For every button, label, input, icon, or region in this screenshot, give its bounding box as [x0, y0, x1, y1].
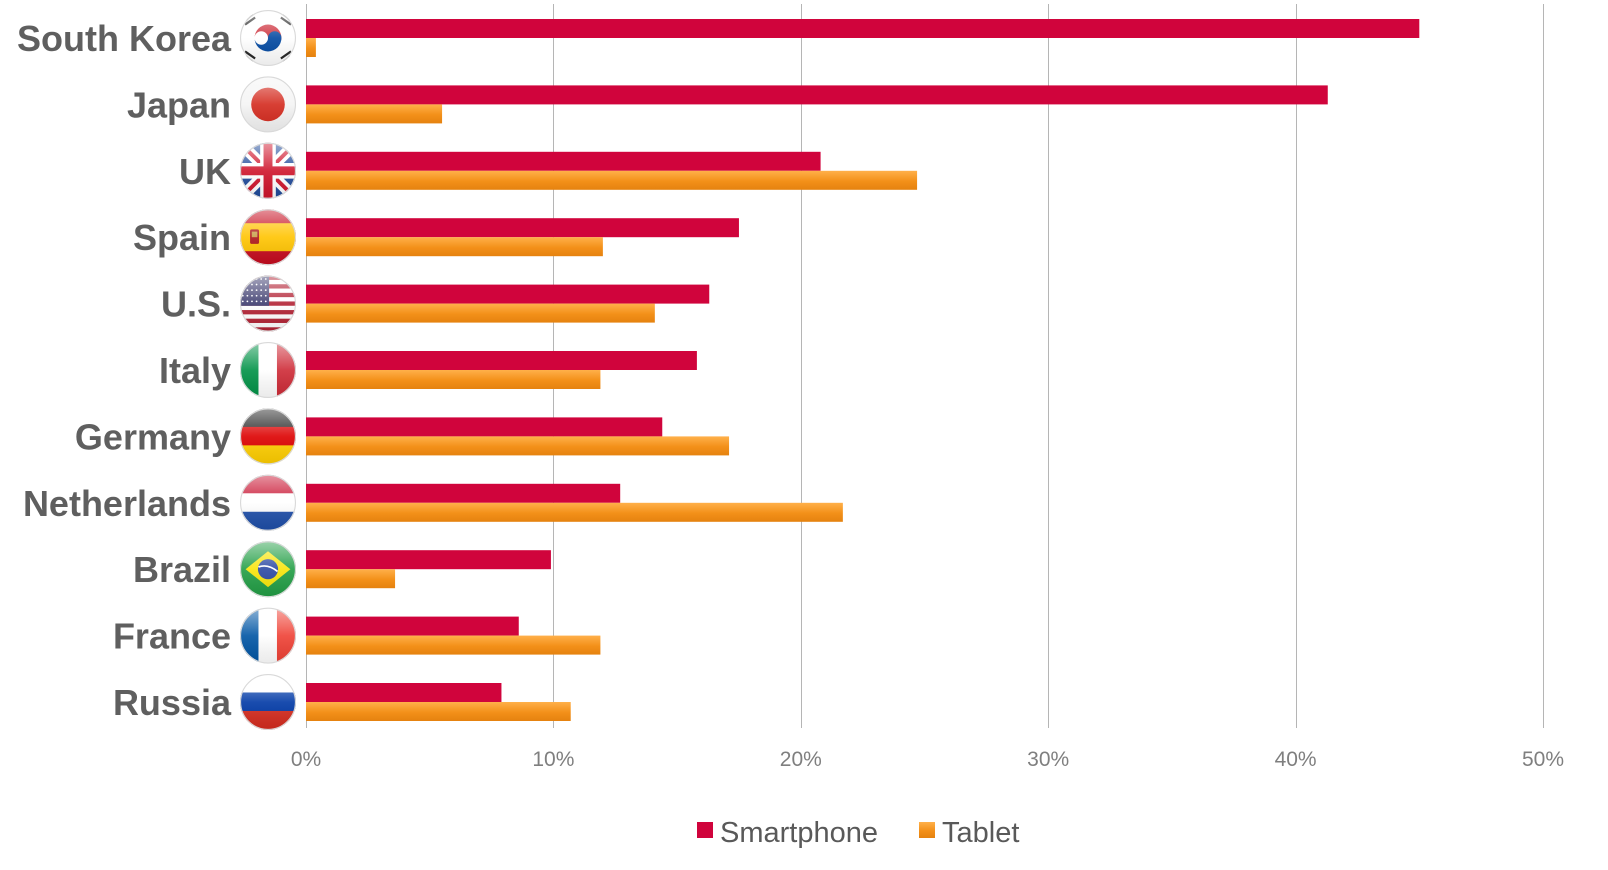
- x-tick-label: 20%: [780, 748, 822, 771]
- legend-label-smartphone: Smartphone: [720, 817, 878, 849]
- x-tick-label: 50%: [1522, 748, 1564, 771]
- category-labels: South Korea Japan UK Spain U.S. Italy Germany N…: [17, 18, 232, 723]
- category-label: UK: [179, 151, 231, 192]
- category-label: Japan: [127, 84, 231, 125]
- bar-tablet-spain: [306, 237, 603, 257]
- category-label: France: [113, 616, 231, 657]
- bars: [306, 19, 1420, 721]
- bar-smartphone-japan: [306, 85, 1328, 105]
- bar-tablet-brazil: [306, 569, 396, 589]
- france-flag-icon: [240, 607, 297, 664]
- italy-flag-icon: [240, 342, 297, 399]
- bar-tablet-japan: [306, 104, 443, 124]
- category-label: Spain: [133, 217, 231, 258]
- bar-tablet-netherlands: [306, 502, 843, 522]
- bar-tablet-italy: [306, 370, 601, 389]
- us-flag-icon: [240, 275, 297, 332]
- bar-tablet-russia: [306, 702, 571, 721]
- bar-smartphone-germany: [306, 417, 663, 437]
- category-label: Italy: [159, 350, 231, 391]
- legend-swatch-tablet: [919, 822, 935, 838]
- x-tick-label: 40%: [1275, 748, 1317, 771]
- bar-smartphone-italy: [306, 351, 697, 370]
- bar-smartphone-france: [306, 616, 519, 636]
- category-label: South Korea: [17, 18, 232, 59]
- gridlines: [306, 4, 1544, 728]
- netherlands-flag-icon: [240, 474, 297, 531]
- bar-smartphone-russia: [306, 683, 502, 702]
- south-korea-flag-icon: [239, 10, 297, 67]
- bar-tablet-u-s: [306, 303, 655, 323]
- uk-flag-icon: [240, 142, 297, 199]
- russia-flag-icon: [240, 674, 297, 731]
- x-tick-label: 30%: [1027, 748, 1069, 771]
- bar-smartphone-netherlands: [306, 483, 621, 503]
- bar-tablet-south-korea: [306, 38, 316, 57]
- bar-smartphone-u-s: [306, 284, 710, 304]
- category-label: Netherlands: [23, 483, 231, 524]
- category-label: Russia: [113, 682, 232, 723]
- category-flags: [239, 10, 297, 731]
- x-tick-label: 10%: [532, 748, 574, 771]
- category-label: U.S.: [161, 284, 231, 325]
- legend: Smartphone Tablet: [697, 817, 1019, 849]
- spain-flag-icon: [240, 209, 297, 266]
- bar-tablet-france: [306, 635, 601, 655]
- legend-swatch-smartphone: [697, 822, 713, 838]
- x-tick-label: 0%: [291, 748, 321, 771]
- bar-smartphone-uk: [306, 151, 821, 171]
- bar-tablet-uk: [306, 170, 918, 190]
- legend-label-tablet: Tablet: [942, 817, 1019, 849]
- bar-smartphone-brazil: [306, 550, 551, 570]
- x-axis: 0% 10% 20% 30% 40% 50%: [291, 748, 1564, 771]
- germany-flag-icon: [240, 408, 297, 465]
- bar-tablet-germany: [306, 436, 730, 456]
- bar-smartphone-south-korea: [306, 19, 1420, 38]
- brazil-flag-icon: [240, 541, 297, 598]
- category-label: Germany: [75, 416, 231, 457]
- bar-smartphone-spain: [306, 218, 739, 238]
- japan-flag-icon: [240, 76, 297, 133]
- category-label: Brazil: [133, 549, 231, 590]
